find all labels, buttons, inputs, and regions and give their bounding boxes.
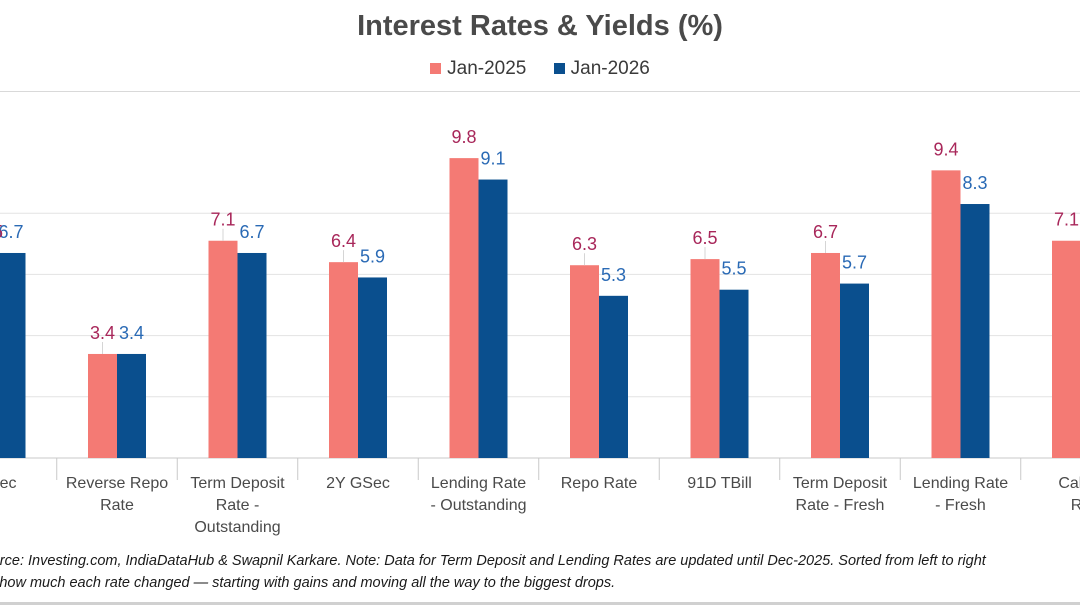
bar-jan-2026 bbox=[719, 289, 749, 458]
category-label: Rate - Fresh bbox=[796, 497, 885, 514]
bar-jan-2026 bbox=[117, 353, 146, 458]
bar-jan-2025 bbox=[449, 158, 479, 458]
category-label: Outstanding bbox=[194, 519, 280, 536]
category-label: - Outstanding bbox=[430, 497, 526, 514]
category-label: Repo Rate bbox=[561, 475, 638, 492]
top-divider bbox=[0, 91, 1080, 92]
bottom-divider bbox=[0, 602, 1080, 605]
data-label-jan-2025: 6.4 bbox=[331, 231, 356, 251]
category-label: Rate - bbox=[216, 497, 260, 514]
legend: Jan-2025 Jan-2026 bbox=[0, 58, 1080, 80]
bar-jan-2026 bbox=[237, 252, 267, 458]
data-label-jan-2025: 7.1 bbox=[1054, 210, 1079, 230]
bar-jan-2025 bbox=[88, 353, 117, 458]
data-label-jan-2025: 6.5 bbox=[692, 228, 717, 248]
data-label-jan-2026: 8.3 bbox=[962, 173, 987, 193]
bar-jan-2025 bbox=[1052, 240, 1080, 458]
data-label-jan-2025: 6.3 bbox=[572, 234, 597, 254]
legend-label-jan-2026: Jan-2026 bbox=[570, 58, 650, 79]
footnote-line-1: Source: Investing.com, IndiaDataHub & Sw… bbox=[0, 553, 986, 569]
legend-item-jan-2025: Jan-2025 bbox=[430, 58, 526, 80]
data-label-jan-2026: 5.9 bbox=[360, 246, 385, 266]
category-label: Term Deposit bbox=[793, 475, 888, 492]
bar-jan-2025 bbox=[931, 170, 961, 459]
data-label-jan-2025: 3.4 bbox=[90, 323, 115, 343]
footnote: Source: Investing.com, IndiaDataHub & Sw… bbox=[0, 550, 1080, 600]
bar-jan-2026 bbox=[599, 295, 628, 458]
data-label-jan-2025: 6.7 bbox=[813, 222, 838, 242]
data-label-jan-2026: 9.1 bbox=[480, 149, 505, 169]
bar-jan-2025 bbox=[570, 265, 599, 458]
category-label: Lending Rate bbox=[431, 475, 526, 492]
category-label: 91D TBill bbox=[687, 475, 752, 492]
legend-label-jan-2025: Jan-2025 bbox=[447, 58, 527, 79]
data-label-jan-2025: 7.1 bbox=[210, 210, 235, 230]
category-label: Reverse Repo bbox=[66, 475, 168, 492]
category-label: Ra bbox=[1071, 497, 1080, 514]
bar-jan-2025 bbox=[208, 240, 238, 458]
category-label: Rate bbox=[100, 497, 134, 514]
data-label-jan-2026: 5.5 bbox=[721, 259, 746, 279]
category-label: Call M bbox=[1058, 475, 1080, 492]
legend-swatch-jan-2025 bbox=[430, 63, 442, 74]
category-label: GSec bbox=[0, 475, 17, 492]
bar-jan-2025 bbox=[329, 262, 358, 458]
data-label-jan-2026: 5.3 bbox=[601, 265, 626, 285]
bar-jan-2026 bbox=[478, 179, 508, 459]
category-label: 2Y GSec bbox=[326, 475, 390, 492]
legend-swatch-jan-2026 bbox=[553, 63, 565, 74]
bar-jan-2026 bbox=[960, 204, 990, 458]
data-label-jan-2026: 6.7 bbox=[239, 222, 264, 242]
bar-jan-2026 bbox=[358, 277, 387, 458]
data-label-jan-2026: 6.7 bbox=[0, 222, 24, 242]
bar-jan-2025 bbox=[811, 252, 840, 458]
category-label: - Fresh bbox=[935, 497, 986, 514]
category-label: Term Deposit bbox=[190, 475, 285, 492]
footnote-line-2: by how much each rate changed — starting… bbox=[0, 575, 616, 591]
legend-item-jan-2026: Jan-2026 bbox=[553, 58, 650, 80]
chart-title: Interest Rates & Yields (%) bbox=[357, 10, 723, 42]
category-label: Lending Rate bbox=[913, 475, 1008, 492]
bar-jan-2026 bbox=[840, 283, 869, 458]
bar-jan-2025 bbox=[690, 259, 720, 458]
data-label-jan-2026: 3.4 bbox=[119, 323, 144, 343]
data-label-partial: 5 bbox=[0, 222, 3, 242]
data-label-jan-2026: 5.7 bbox=[842, 253, 867, 273]
bar-jan-2026 bbox=[0, 252, 26, 458]
data-label-jan-2025: 9.8 bbox=[451, 127, 476, 147]
data-label-jan-2025: 9.4 bbox=[933, 139, 958, 159]
